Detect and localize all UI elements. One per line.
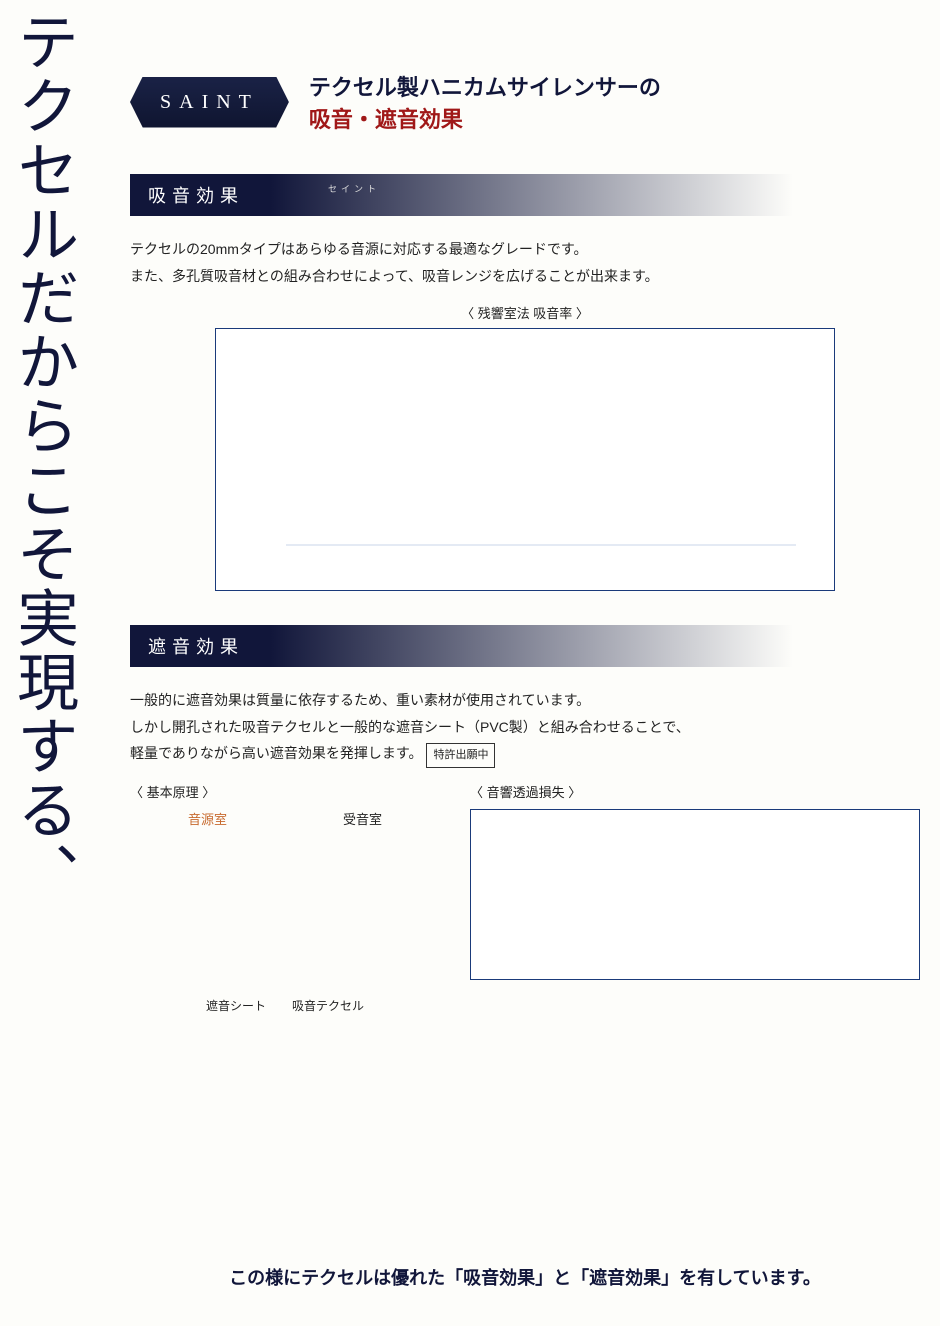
diagram-column: 〈 基本原理 〉 音源室 受音室 遮音シート 吸音テクセル — [130, 782, 440, 1014]
chart2-column: 〈 音響透過損失 〉 — [470, 782, 920, 980]
diagram-title: 〈 基本原理 〉 — [130, 782, 440, 801]
section2-heading: 遮音効果 — [130, 625, 910, 667]
content-area: SAINT テクセル製ハニカムサイレンサーの 吸音・遮音効果 セイント 吸音効果… — [130, 70, 920, 1014]
section2-body: 一般的に遮音効果は質量に依存するため、重い素材が使用されています。 しかし開孔さ… — [130, 687, 920, 768]
vertical-title: テクセルだからこそ実現する、 — [8, 10, 73, 906]
diagram-svg — [130, 834, 430, 984]
diagram-labels: 音源室 受音室 — [130, 809, 440, 828]
section1-heading: 吸音効果 — [130, 174, 910, 216]
header-title: テクセル製ハニカムサイレンサーの 吸音・遮音効果 — [309, 70, 661, 134]
patent-badge: 特許出願中 — [426, 743, 495, 768]
chart1-container — [215, 328, 835, 591]
section1-body: テクセルの20mmタイプはあらゆる音源に対応する最適なグレードです。 また、多孔… — [130, 236, 920, 289]
chart2-svg — [479, 816, 779, 966]
footer-summary: この様にテクセルは優れた「吸音効果」と「遮音効果」を有しています。 — [130, 1264, 920, 1290]
diagram-caption: 遮音シート 吸音テクセル — [130, 997, 440, 1014]
chart2-title: 〈 音響透過損失 〉 — [470, 782, 920, 801]
chart1-title: 〈 残響室法 吸音率 〉 — [130, 303, 920, 322]
saint-badge: SAINT — [130, 77, 289, 128]
chart1-svg — [226, 335, 806, 575]
saint-sub: セイント — [328, 182, 380, 195]
chart2-container — [470, 809, 920, 980]
